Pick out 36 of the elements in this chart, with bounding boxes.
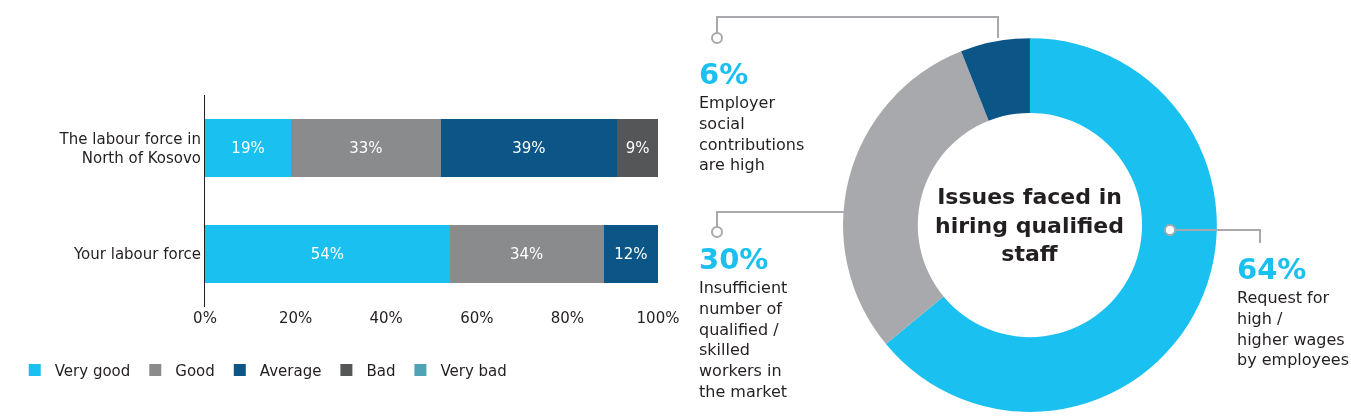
legend-label: Very good (54, 361, 131, 380)
donut-slice (961, 38, 1030, 121)
data-label: 39% (512, 139, 546, 157)
data-label: 19% (231, 139, 265, 157)
bar (440, 118, 618, 178)
legend-label: Bad (366, 361, 396, 380)
data-label: 54% (310, 245, 344, 263)
bar (603, 224, 658, 284)
y-tick-label: The labour force in North of Kosovo (58, 129, 201, 167)
y-tick-label: Your labour force (72, 245, 201, 264)
x-tick-label: 60% (460, 309, 494, 327)
x-tick-label: 100% (636, 309, 680, 327)
legend-label: Very bad (440, 361, 507, 380)
data-label: 33% (349, 139, 383, 157)
bar (617, 118, 658, 178)
data-label: 6% (699, 57, 749, 91)
slice-label: Request for high / higher wages by employees (1237, 288, 1350, 370)
bar (205, 224, 450, 284)
data-label: 12% (614, 245, 648, 263)
x-tick-label: 80% (550, 309, 585, 327)
donut-slice (885, 38, 1217, 412)
legend-label: Average (259, 361, 322, 380)
bar (205, 118, 292, 178)
data-label: 34% (509, 245, 544, 263)
bar (291, 118, 441, 178)
data-label: 64% (1237, 252, 1307, 286)
data-label: 9% (625, 139, 650, 157)
legend-label: Good (175, 361, 215, 380)
bar (449, 224, 604, 284)
slice-label: Employer social contributions are high (699, 93, 805, 175)
x-tick-label: 40% (369, 309, 403, 327)
x-tick-label: 0% (193, 309, 217, 327)
data-label: 30% (699, 242, 769, 276)
slice-label: Insufficient number of qualified / skilled workers in the market (699, 278, 788, 401)
text: Issues faced in hiring qualified staff (935, 184, 1124, 267)
x-tick-label: 20% (278, 309, 313, 327)
